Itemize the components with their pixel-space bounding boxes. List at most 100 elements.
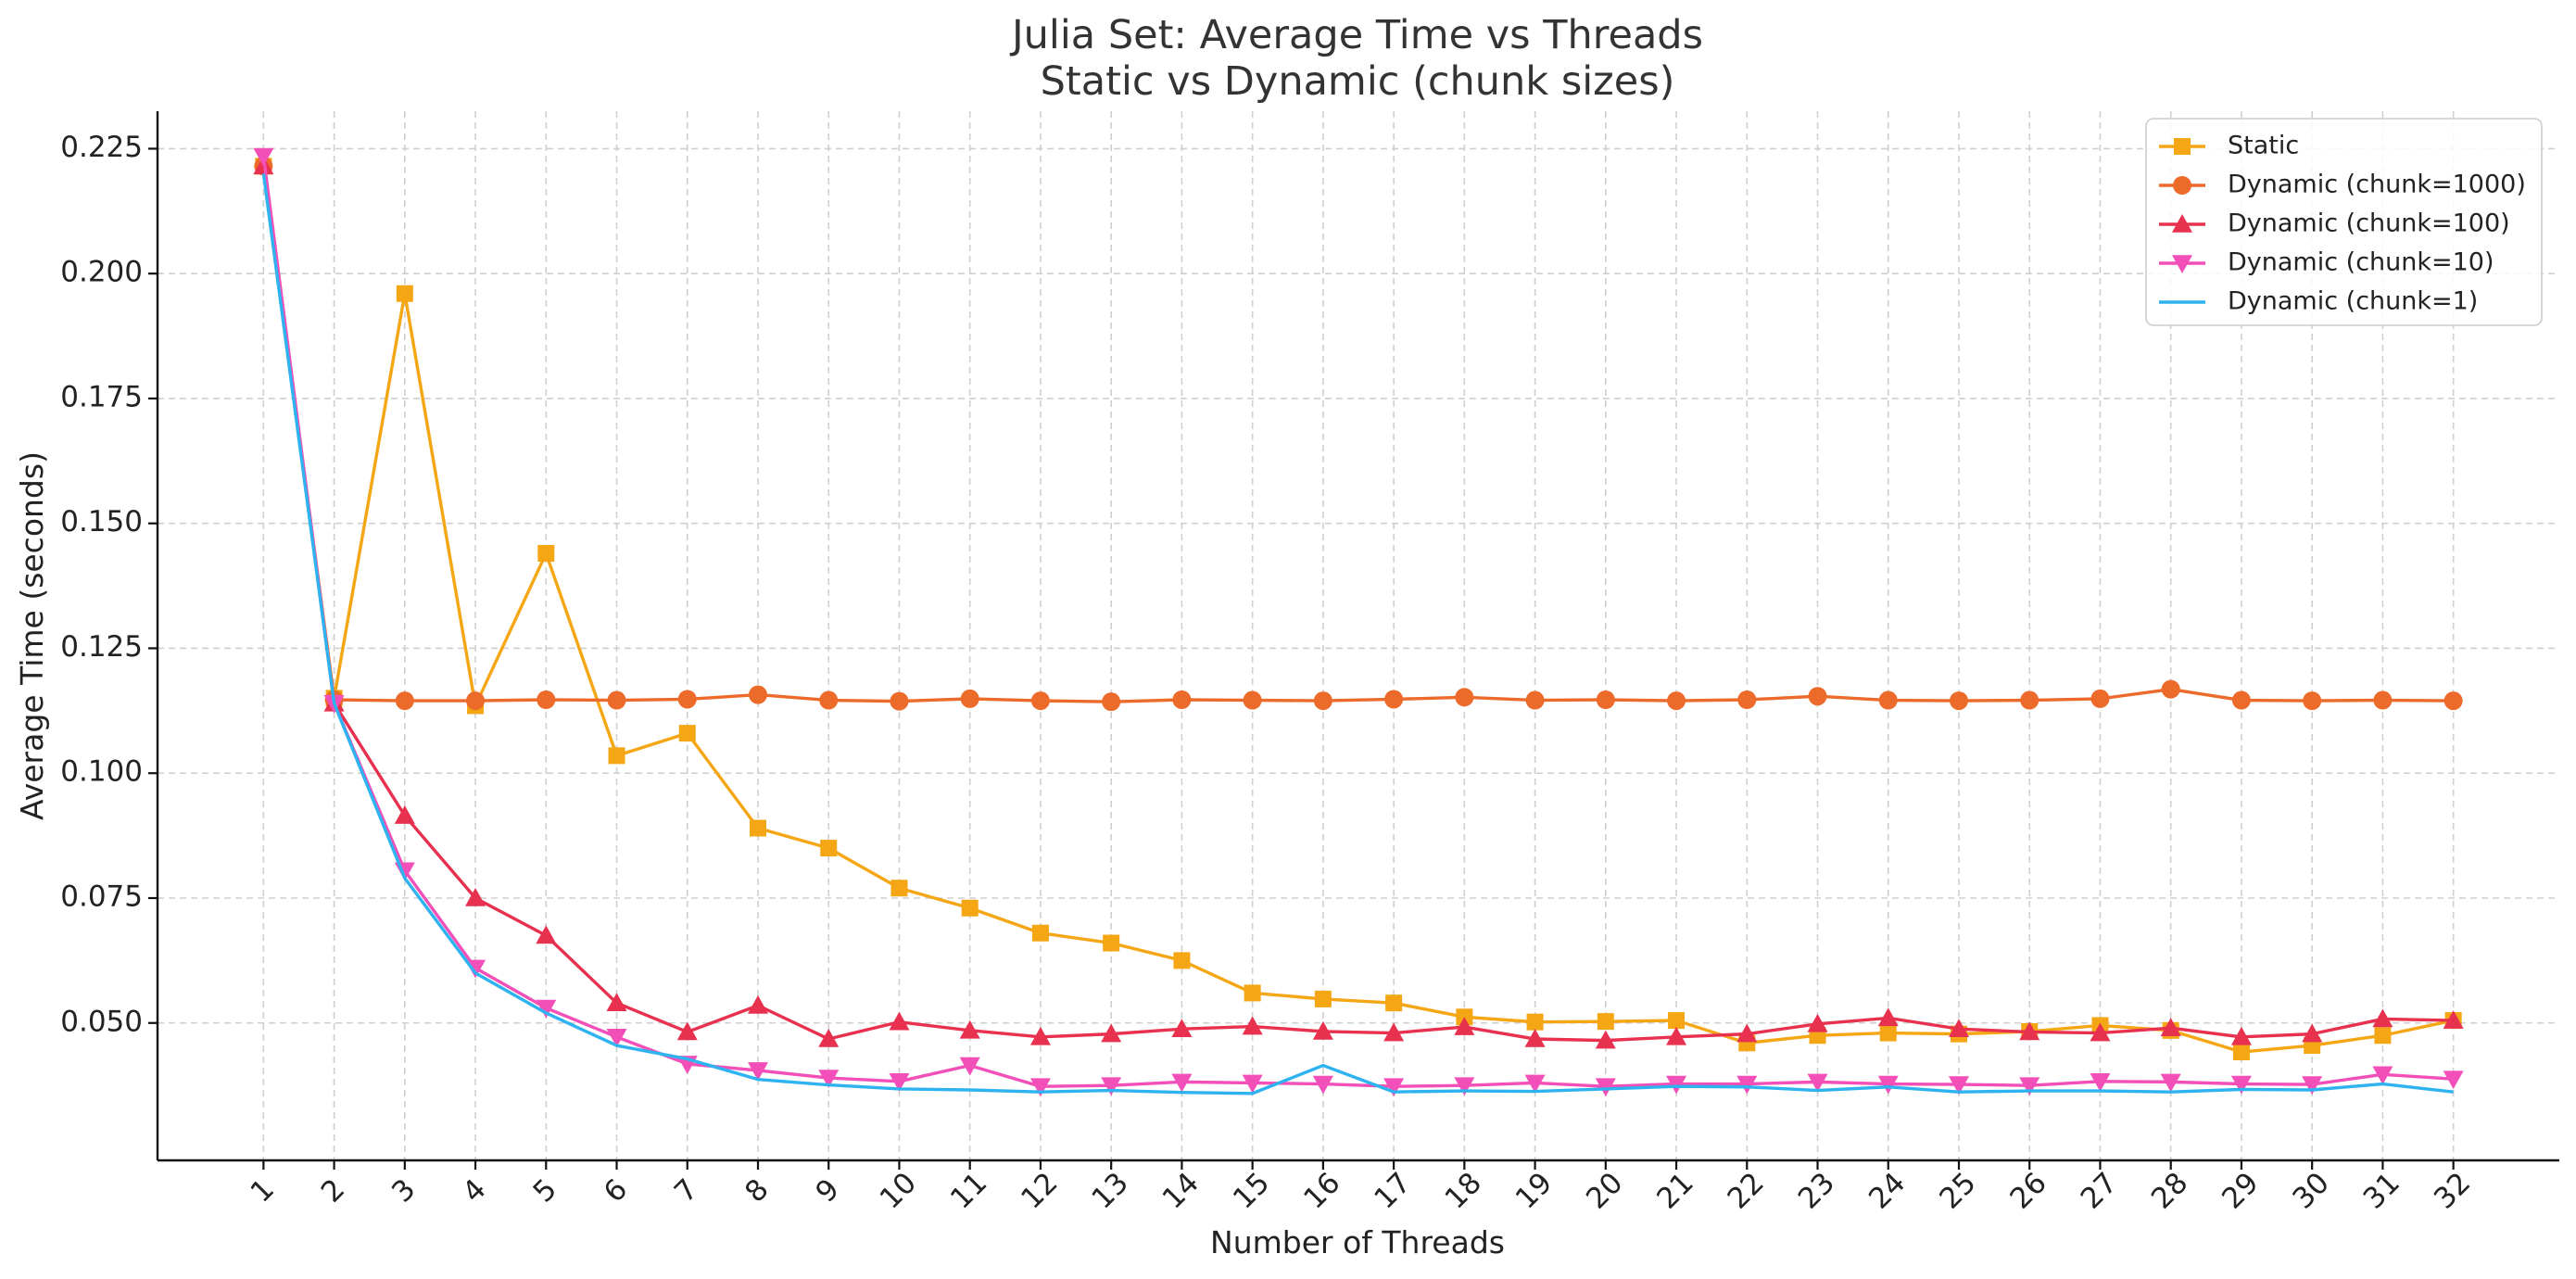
data-point-dynamic-chunk-10 — [2302, 1076, 2323, 1095]
data-point-dynamic-chunk-1000 — [2443, 691, 2463, 711]
data-point-dynamic-chunk-100 — [1029, 1026, 1051, 1045]
data-point-static — [678, 725, 696, 742]
x-tick-label: 14 — [1156, 1166, 1206, 1215]
x-tick-label: 8 — [739, 1172, 775, 1209]
data-point-dynamic-chunk-1000 — [819, 690, 839, 710]
data-point-dynamic-chunk-1000 — [1525, 690, 1545, 710]
legend-item-dynamic-chunk-10: Dynamic (chunk=10) — [2159, 248, 2494, 277]
data-point-dynamic-chunk-10 — [818, 1070, 840, 1089]
data-point-dynamic-chunk-1000 — [2161, 679, 2180, 699]
y-tick-label: 0.200 — [60, 256, 143, 289]
legend-item-dynamic-chunk-1000: Dynamic (chunk=1000) — [2159, 171, 2526, 199]
data-point-dynamic-chunk-1000 — [677, 690, 697, 709]
series-static — [255, 158, 2462, 1061]
series-line-dynamic-chunk-100 — [261, 166, 2454, 1043]
data-point-static — [820, 840, 838, 857]
x-tick-label: 17 — [1368, 1166, 1417, 1215]
series-dynamic-chunk-1000 — [254, 157, 2463, 712]
x-tick-label: 20 — [1580, 1166, 1629, 1215]
x-tick-label: 11 — [944, 1166, 993, 1215]
series-dynamic-chunk-1 — [261, 173, 2454, 1095]
data-point-dynamic-chunk-100 — [2443, 1010, 2464, 1029]
data-point-static — [750, 819, 766, 837]
data-point-dynamic-chunk-10 — [1101, 1077, 1122, 1096]
data-point-dynamic-chunk-100 — [2160, 1018, 2181, 1036]
data-point-dynamic-chunk-1000 — [395, 691, 414, 711]
legend: Static Dynamic (chunk=1000) Dynamic (chunk… — [2145, 118, 2543, 326]
data-point-dynamic-chunk-10 — [748, 1062, 768, 1081]
data-point-dynamic-chunk-100 — [1171, 1019, 1193, 1038]
legend-label: Dynamic (chunk=1000) — [2228, 171, 2526, 199]
data-point-dynamic-chunk-10 — [2160, 1073, 2181, 1093]
data-point-dynamic-chunk-1000 — [1384, 690, 1404, 709]
data-point-static — [1385, 994, 1403, 1012]
data-point-dynamic-chunk-100 — [1454, 1017, 1475, 1035]
x-tick-label: 22 — [1722, 1166, 1771, 1215]
x-tick-label: 12 — [1015, 1166, 1064, 1215]
data-point-dynamic-chunk-100 — [465, 888, 486, 906]
data-point-static — [396, 285, 413, 302]
legend-swatch-marker — [2172, 214, 2192, 233]
y-tick-label: 0.125 — [60, 630, 143, 664]
data-point-dynamic-chunk-100 — [394, 805, 415, 824]
data-point-static — [1173, 952, 1191, 969]
legend-item-dynamic-chunk-100: Dynamic (chunk=100) — [2159, 209, 2510, 238]
data-point-dynamic-chunk-1000 — [1878, 690, 1898, 710]
series-line-dynamic-chunk-1 — [261, 173, 2454, 1095]
data-point-static — [961, 899, 979, 917]
data-point-dynamic-chunk-1000 — [1455, 688, 1474, 707]
data-point-dynamic-chunk-10 — [1383, 1078, 1405, 1097]
data-point-static — [1597, 1013, 1614, 1031]
y-axis-label: Average Time (seconds) — [14, 451, 50, 820]
data-point-dynamic-chunk-1000 — [1737, 690, 1757, 709]
series-dynamic-chunk-100 — [253, 156, 2464, 1049]
data-point-dynamic-chunk-100 — [1949, 1019, 1969, 1038]
y-tick-label: 0.150 — [60, 505, 143, 538]
y-tick-label: 0.075 — [60, 880, 143, 914]
data-point-dynamic-chunk-10 — [1524, 1074, 1546, 1094]
data-point-dynamic-chunk-1000 — [466, 691, 486, 711]
data-point-dynamic-chunk-100 — [1101, 1023, 1122, 1043]
data-point-dynamic-chunk-10 — [606, 1029, 627, 1047]
data-point-dynamic-chunk-100 — [1524, 1029, 1546, 1047]
data-point-dynamic-chunk-10 — [253, 147, 274, 167]
x-tick-label: 30 — [2286, 1166, 2335, 1215]
x-tick-label: 21 — [1650, 1166, 1699, 1215]
data-point-dynamic-chunk-100 — [889, 1011, 910, 1031]
data-point-dynamic-chunk-10 — [2090, 1073, 2111, 1092]
x-tick-label: 1 — [245, 1172, 281, 1209]
chart-title: Julia Set: Average Time vs Threads — [1009, 12, 1703, 58]
data-point-dynamic-chunk-10 — [1454, 1077, 1475, 1096]
legend-swatch-marker — [2172, 255, 2192, 273]
data-point-dynamic-chunk-10 — [2372, 1066, 2393, 1085]
legend-box — [2145, 118, 2543, 326]
x-tick-label: 6 — [598, 1172, 634, 1209]
data-point-dynamic-chunk-10 — [536, 999, 557, 1019]
data-point-dynamic-chunk-1000 — [1102, 692, 1121, 712]
y-tick-label: 0.225 — [60, 131, 143, 164]
series-line-dynamic-chunk-10 — [261, 156, 2454, 1088]
data-point-dynamic-chunk-1000 — [749, 685, 767, 704]
axes — [156, 111, 2559, 1162]
data-point-dynamic-chunk-100 — [2230, 1026, 2252, 1045]
legend-label: Dynamic (chunk=1) — [2228, 287, 2478, 316]
data-point-static — [2232, 1044, 2250, 1061]
legend-label: Static — [2228, 132, 2299, 160]
data-point-static — [537, 545, 555, 563]
x-axis-label: Number of Threads — [1210, 1224, 1505, 1260]
data-point-static — [890, 880, 908, 897]
x-tick-label: 3 — [385, 1172, 422, 1209]
x-tick-label: 5 — [527, 1172, 563, 1209]
data-point-dynamic-chunk-1000 — [1667, 691, 1686, 711]
data-point-dynamic-chunk-100 — [2372, 1008, 2393, 1028]
x-tick-label: 19 — [1509, 1166, 1559, 1215]
data-point-dynamic-chunk-100 — [1242, 1016, 1263, 1035]
data-point-dynamic-chunk-1000 — [1030, 691, 1050, 711]
x-tick-label: 7 — [668, 1172, 704, 1209]
chart-subtitle: Static vs Dynamic (chunk sizes) — [1041, 58, 1675, 105]
data-point-dynamic-chunk-100 — [676, 1021, 698, 1041]
y-ticks: 0.050 0.075 0.100 0.125 0.150 0.175 0.200 0.225 — [60, 131, 158, 1038]
data-point-dynamic-chunk-10 — [1029, 1078, 1051, 1097]
data-point-static — [1244, 984, 1261, 1002]
